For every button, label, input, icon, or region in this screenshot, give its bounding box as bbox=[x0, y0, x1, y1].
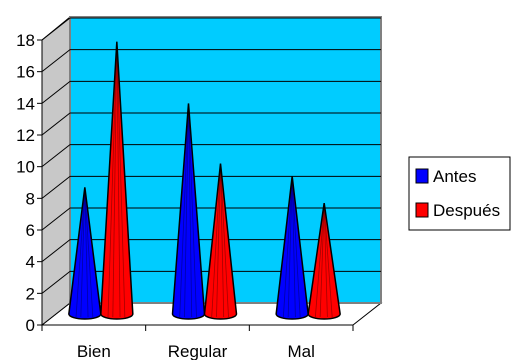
cone-despues-regular bbox=[203, 163, 238, 320]
y-tick-label-6: 6 bbox=[26, 221, 35, 240]
cone-shade-despues-mal-1 bbox=[319, 205, 325, 318]
cone-shade-despues-regular-0 bbox=[211, 165, 221, 318]
y-tick-label-14: 14 bbox=[16, 94, 35, 113]
y-axis-ticks: 0 2 4 6 8 10 12 14 16 18 bbox=[16, 31, 42, 335]
cone-shade-despues-bien-3 bbox=[116, 43, 126, 318]
x-tick-label-mal: Mal bbox=[287, 342, 314, 360]
cone-shade-despues-mal-2 bbox=[323, 205, 328, 318]
x-tick-label-bien: Bien bbox=[77, 342, 111, 360]
cone-despues-mal bbox=[307, 203, 341, 320]
gridline-side-10 bbox=[41, 144, 71, 168]
gridline-side-16 bbox=[41, 49, 71, 73]
y-tick-label-12: 12 bbox=[16, 126, 35, 145]
cone-shade-antes-bien-2 bbox=[84, 189, 89, 318]
gridline-side-12 bbox=[41, 112, 71, 136]
cone-despues-bien bbox=[100, 41, 134, 320]
legend-items: Antes Después bbox=[415, 167, 500, 220]
cone-shade-antes-bien-0 bbox=[75, 189, 86, 318]
cone-shade-antes-bien-3 bbox=[84, 189, 94, 318]
y-tick-label-0: 0 bbox=[26, 316, 35, 335]
y-tick-label-10: 10 bbox=[16, 158, 35, 177]
cone-shade-despues-bien-0 bbox=[107, 43, 118, 318]
cone-shade-despues-bien-2 bbox=[116, 43, 121, 318]
cone-shade-despues-mal-0 bbox=[314, 205, 325, 318]
x-tick-label-regular: Regular bbox=[168, 342, 228, 360]
legend-swatch-antes bbox=[415, 168, 429, 184]
cone-shade-antes-mal-0 bbox=[282, 178, 293, 318]
y-tick-label-4: 4 bbox=[26, 253, 35, 272]
gridline-side-4 bbox=[41, 239, 71, 263]
cone-shade-despues-mal-3 bbox=[323, 205, 333, 318]
cone-body-despues-regular bbox=[203, 163, 238, 320]
cone-shade-despues-regular-3 bbox=[220, 165, 229, 318]
cone-series bbox=[68, 41, 341, 320]
cone-body-despues-mal bbox=[307, 203, 341, 320]
cone-shade-antes-regular-3 bbox=[188, 105, 197, 318]
cone-shade-antes-mal-3 bbox=[291, 178, 301, 318]
y-tick-label-2: 2 bbox=[26, 284, 35, 303]
legend-swatch-despues bbox=[415, 202, 429, 218]
y-tick-label-18: 18 bbox=[16, 31, 35, 50]
gridline-side-14 bbox=[41, 80, 71, 104]
y-tick-label-16: 16 bbox=[16, 63, 35, 82]
legend-label-despues: Después bbox=[433, 201, 500, 220]
cone-shade-antes-bien-1 bbox=[80, 189, 86, 318]
cone-body-despues-bien bbox=[100, 41, 134, 320]
cone-shade-antes-mal-2 bbox=[291, 178, 296, 318]
y-tick-label-8: 8 bbox=[26, 189, 35, 208]
gridline-side-8 bbox=[41, 175, 71, 199]
cone-shade-despues-regular-1 bbox=[216, 165, 221, 318]
cone-shade-antes-regular-0 bbox=[179, 105, 189, 318]
cone-shade-antes-regular-2 bbox=[188, 105, 193, 318]
gridline-side-18 bbox=[41, 17, 71, 41]
legend: Antes Después bbox=[408, 156, 511, 231]
cone-shade-despues-regular-2 bbox=[220, 165, 225, 318]
cone-shade-antes-regular-1 bbox=[184, 105, 189, 318]
gridline-side-2 bbox=[41, 270, 71, 294]
x-axis-ticks: Bien Regular Mal bbox=[41, 325, 354, 360]
gridline-side-6 bbox=[41, 207, 71, 231]
cone-shade-despues-bien-1 bbox=[112, 43, 118, 318]
chart-side-wall bbox=[41, 15, 71, 327]
cone-shade-antes-mal-1 bbox=[287, 178, 293, 318]
legend-label-antes: Antes bbox=[433, 167, 476, 186]
